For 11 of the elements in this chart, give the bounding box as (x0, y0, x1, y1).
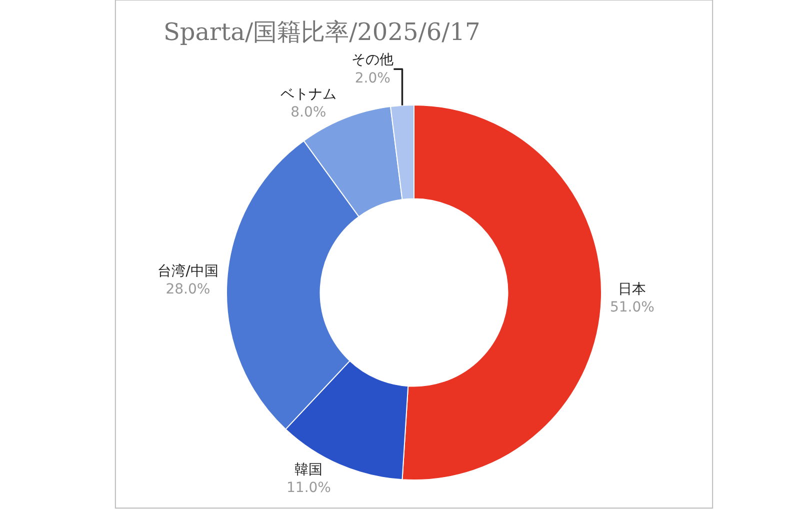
data-label: 51.0% (610, 300, 654, 316)
chart-title: Sparta/国籍比率/2025/6/17 (163, 18, 480, 46)
slice-label: 韓国 (294, 462, 323, 478)
slice-label: ベトナム (280, 86, 336, 102)
slice-label: 台湾/中国 (158, 264, 218, 280)
data-label: 8.0% (290, 104, 326, 120)
slice-label: その他 (352, 52, 394, 68)
slice-label: 日本 (618, 281, 646, 298)
data-label: 11.0% (286, 480, 331, 496)
data-label: 2.0% (354, 70, 390, 86)
data-label: 28.0% (166, 282, 210, 298)
